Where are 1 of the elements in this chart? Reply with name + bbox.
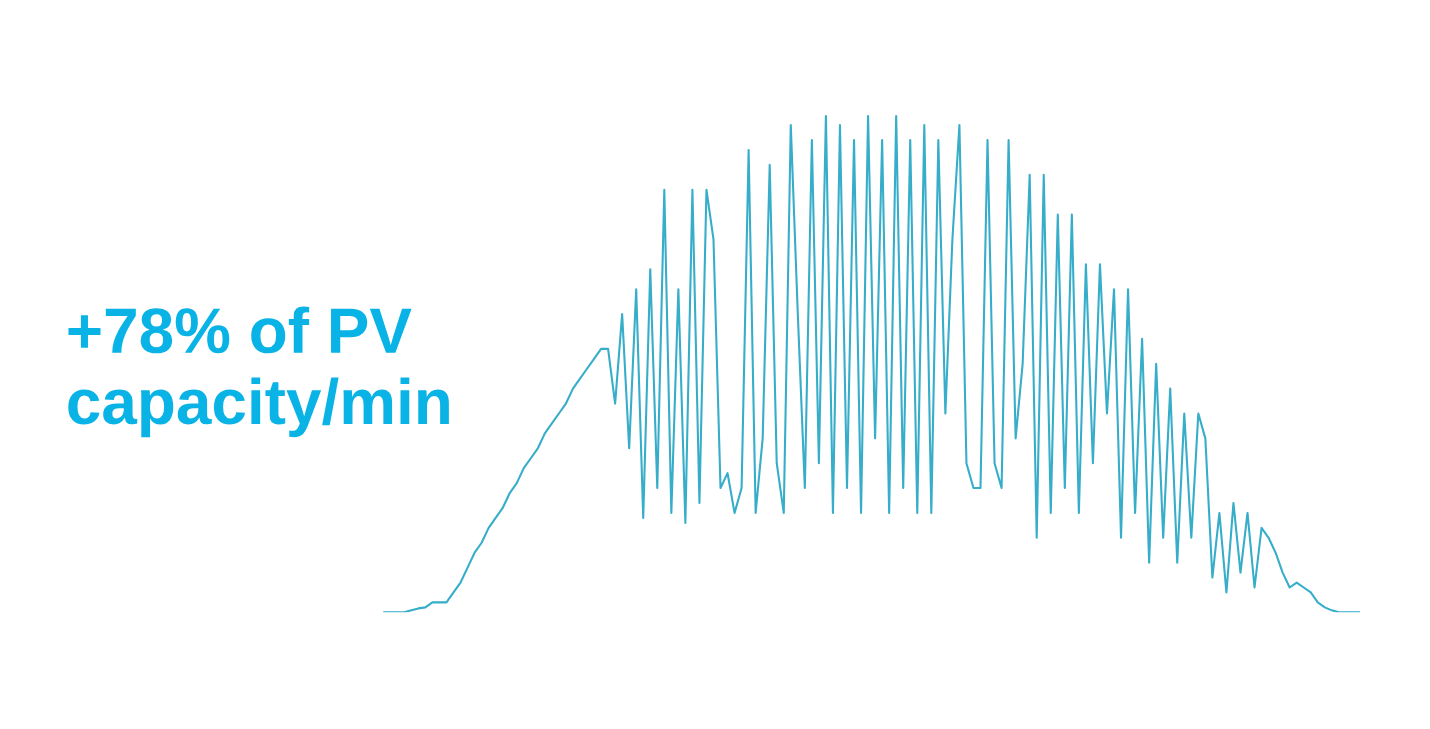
annotation: +78% of PV capacity/min (68, 306, 449, 438)
